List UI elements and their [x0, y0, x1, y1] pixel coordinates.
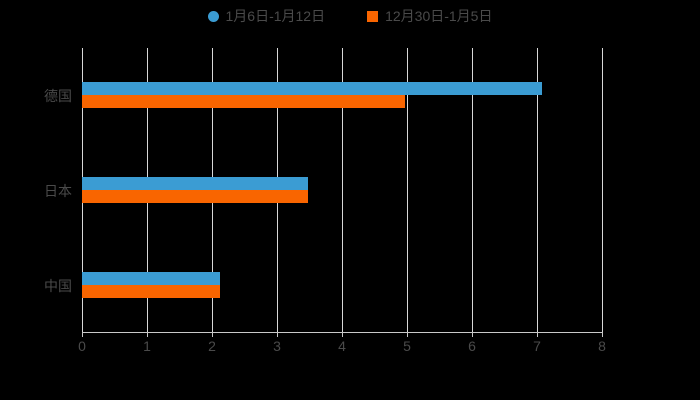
- bar-group: [82, 82, 602, 109]
- x-tick-label: 5: [403, 338, 411, 354]
- category-label: 中国: [44, 277, 72, 294]
- tick-mark: [277, 332, 278, 337]
- tick-mark: [472, 332, 473, 337]
- x-tick-label: 8: [598, 338, 606, 354]
- tick-mark: [82, 332, 83, 337]
- tick-mark: [212, 332, 213, 337]
- category-label: 日本: [44, 183, 72, 199]
- bar-group: [82, 177, 602, 203]
- legend-marker-circle-icon: [207, 10, 219, 22]
- category-axis-labels: 德国 日本 中国: [0, 48, 72, 332]
- x-tick-label: 4: [338, 338, 346, 354]
- bar[interactable]: [82, 271, 220, 285]
- tick-mark: [342, 332, 343, 337]
- gridline-5: [407, 48, 408, 332]
- bar-group: [82, 271, 602, 298]
- legend-label-series-1: 12月30日-1月5日: [385, 8, 493, 24]
- tick-mark: [602, 332, 603, 337]
- tick-mark: [147, 332, 148, 337]
- chart-legend: 1月6日-1月12日 12月30日-1月5日: [0, 6, 700, 26]
- gridline-8: [602, 48, 603, 332]
- legend-entry-series-1[interactable]: 12月30日-1月5日: [367, 6, 492, 26]
- bar[interactable]: [82, 284, 220, 298]
- gridline-7: [537, 48, 538, 332]
- plot-area: [82, 48, 603, 332]
- x-tick-label: 3: [273, 338, 281, 354]
- bar[interactable]: [82, 190, 309, 203]
- x-tick-label: 6: [468, 338, 476, 354]
- gridline-4: [342, 48, 343, 332]
- bar[interactable]: [82, 177, 309, 190]
- tick-mark: [407, 332, 408, 337]
- bar[interactable]: [82, 95, 406, 109]
- category-label: 德国: [44, 88, 72, 105]
- legend-entry-series-0[interactable]: 1月6日-1月12日: [207, 6, 326, 26]
- bar[interactable]: [82, 82, 542, 96]
- legend-marker-square-icon: [367, 10, 379, 22]
- legend-label-series-0: 1月6日-1月12日: [225, 8, 326, 24]
- x-tick-label: 1: [143, 338, 151, 354]
- gridline-6: [472, 48, 473, 332]
- x-tick-label: 7: [533, 338, 541, 354]
- x-tick-label: 0: [78, 338, 86, 354]
- tick-mark: [537, 332, 538, 337]
- x-tick-label: 2: [208, 338, 216, 354]
